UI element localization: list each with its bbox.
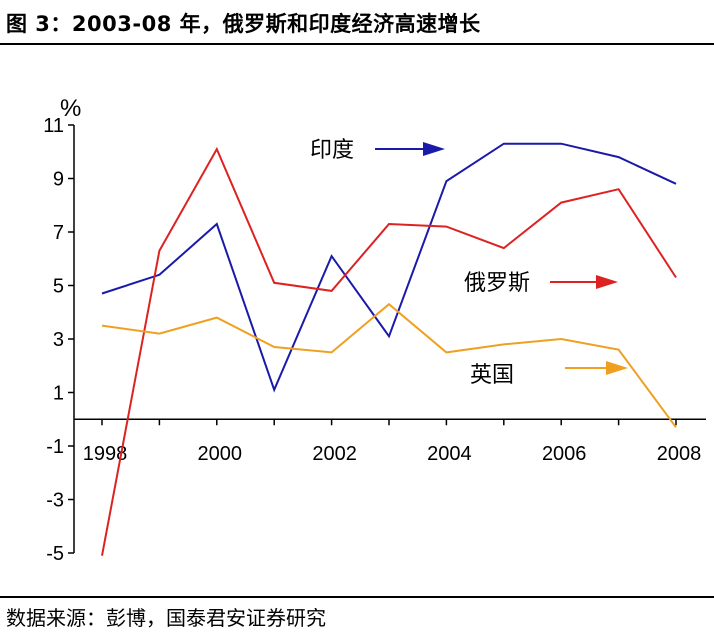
- x-tick-label: 2006: [542, 443, 587, 465]
- y-tick-label: -3: [46, 490, 64, 512]
- y-tick-label: -1: [46, 436, 64, 458]
- y-tick-label: -5: [46, 543, 64, 565]
- source-note: 数据来源：彭博，国泰君安证券研究: [6, 606, 326, 630]
- y-tick-label: 1: [53, 383, 64, 405]
- legend-arrow-head-2: [606, 361, 628, 375]
- legend-arrow-head-0: [423, 142, 445, 156]
- x-tick-label: 2000: [198, 443, 243, 465]
- series-lines: [101, 142, 677, 556]
- y-tick-label: 3: [53, 329, 64, 351]
- source-rule: [0, 596, 714, 598]
- y-tick-label: 7: [53, 222, 64, 244]
- series-line-0: [101, 142, 677, 393]
- title-rule: [0, 43, 714, 45]
- legend-label-0: 印度: [310, 137, 354, 162]
- x-tick-label: 2004: [427, 443, 472, 465]
- series-line-1: [101, 146, 677, 556]
- legend-label-1: 俄罗斯: [464, 270, 530, 295]
- x-tick-label: 2002: [312, 443, 357, 465]
- x-tick-label: 2008: [657, 443, 702, 465]
- legend-arrow-head-1: [596, 275, 618, 289]
- y-tick-label: 9: [53, 169, 64, 191]
- y-axis-unit-label: %: [60, 95, 81, 122]
- legend-label-2: 英国: [470, 362, 514, 387]
- x-tick-label: 1998: [83, 443, 128, 465]
- series-line-2: [101, 302, 677, 428]
- y-tick-label: 5: [53, 276, 64, 298]
- chart-title: 图 3：2003-08 年，俄罗斯和印度经济高速增长: [6, 12, 481, 36]
- y-tick-label: 11: [43, 115, 64, 137]
- axes: 11 9 7 5 3 1 -1 -3 -5% 1998 2000 2002 2004 2006 2008: [43, 95, 706, 565]
